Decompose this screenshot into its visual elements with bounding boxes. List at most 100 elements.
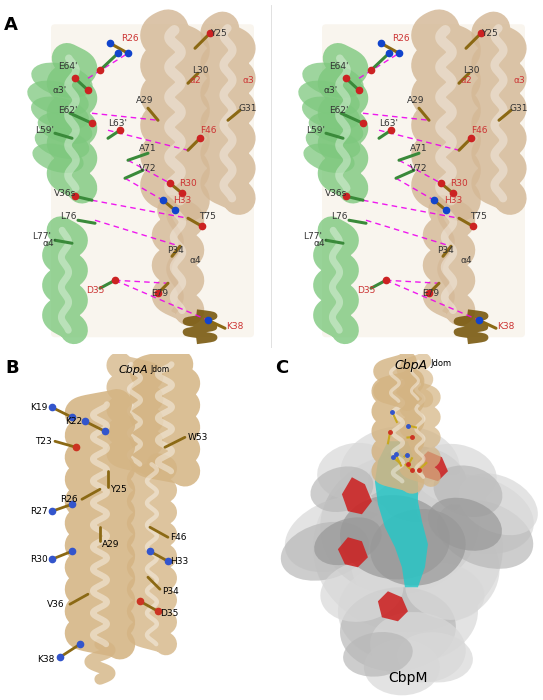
Text: CbpA: CbpA — [395, 359, 428, 372]
Text: L77': L77' — [33, 232, 52, 241]
Text: α4': α4' — [43, 239, 57, 248]
Text: L63': L63' — [380, 119, 399, 127]
Ellipse shape — [27, 80, 89, 116]
Text: A71: A71 — [139, 144, 157, 153]
Polygon shape — [418, 452, 448, 481]
Polygon shape — [378, 592, 408, 622]
Text: A29: A29 — [407, 96, 425, 105]
Text: V72: V72 — [139, 164, 157, 173]
Ellipse shape — [397, 632, 473, 682]
Ellipse shape — [340, 587, 456, 671]
Ellipse shape — [370, 509, 466, 586]
Text: Y25: Y25 — [481, 29, 497, 38]
Text: A29: A29 — [136, 96, 154, 105]
Text: α2: α2 — [460, 76, 472, 85]
Ellipse shape — [458, 473, 538, 536]
Ellipse shape — [416, 475, 534, 554]
Text: H33: H33 — [170, 556, 188, 566]
Text: R30: R30 — [179, 178, 197, 188]
Text: G31: G31 — [239, 104, 257, 113]
Text: H33: H33 — [173, 196, 191, 204]
Text: E79: E79 — [422, 289, 440, 298]
Text: A: A — [4, 16, 18, 34]
Text: Y25: Y25 — [210, 29, 226, 38]
Text: B: B — [5, 359, 18, 377]
Ellipse shape — [306, 127, 361, 159]
Ellipse shape — [428, 498, 502, 551]
Ellipse shape — [313, 462, 503, 632]
Text: K22: K22 — [65, 416, 82, 426]
Ellipse shape — [413, 444, 497, 505]
Text: W53: W53 — [188, 433, 209, 442]
Text: α3: α3 — [242, 76, 254, 85]
Ellipse shape — [33, 144, 84, 173]
Text: D35: D35 — [160, 609, 178, 617]
Text: Jdom: Jdom — [150, 365, 169, 375]
Text: L63': L63' — [109, 119, 128, 127]
FancyBboxPatch shape — [51, 25, 254, 337]
Text: K38: K38 — [226, 322, 244, 331]
Ellipse shape — [317, 443, 393, 500]
Ellipse shape — [304, 144, 355, 173]
Ellipse shape — [320, 561, 403, 622]
Text: CbpM: CbpM — [388, 671, 428, 685]
Text: K19: K19 — [30, 402, 48, 412]
Text: α3': α3' — [324, 86, 338, 94]
Text: R30: R30 — [450, 178, 468, 188]
Text: R30: R30 — [30, 554, 48, 564]
Text: K38: K38 — [37, 654, 55, 664]
Ellipse shape — [311, 466, 374, 512]
Text: T75: T75 — [200, 211, 217, 220]
Ellipse shape — [368, 446, 468, 522]
Polygon shape — [338, 538, 368, 567]
Text: α4: α4 — [189, 256, 201, 265]
Ellipse shape — [364, 639, 440, 695]
Text: L76: L76 — [331, 211, 348, 220]
Text: P34: P34 — [167, 246, 184, 255]
Ellipse shape — [309, 113, 363, 144]
Text: L30: L30 — [463, 66, 479, 75]
Text: D35: D35 — [86, 286, 104, 295]
Text: E64': E64' — [329, 62, 349, 71]
Text: R27: R27 — [30, 507, 48, 516]
Text: α3: α3 — [513, 76, 525, 85]
Text: L59': L59' — [35, 126, 54, 134]
Text: F46: F46 — [170, 533, 186, 542]
Text: V36s: V36s — [325, 189, 347, 197]
Text: A71: A71 — [410, 144, 428, 153]
Text: F46: F46 — [200, 126, 216, 134]
Text: E64': E64' — [58, 62, 78, 71]
Ellipse shape — [37, 113, 92, 144]
Ellipse shape — [406, 563, 484, 620]
Text: CbpA: CbpA — [118, 365, 148, 375]
Text: E79: E79 — [151, 289, 168, 298]
Ellipse shape — [31, 62, 93, 98]
Text: α4': α4' — [314, 239, 328, 248]
Text: K38: K38 — [497, 322, 515, 331]
Ellipse shape — [437, 500, 533, 569]
Text: L77': L77' — [304, 232, 323, 241]
Polygon shape — [342, 477, 372, 514]
Ellipse shape — [302, 97, 360, 130]
Text: D35: D35 — [357, 286, 375, 295]
Ellipse shape — [343, 632, 413, 677]
Ellipse shape — [302, 62, 364, 98]
Text: L76: L76 — [60, 211, 76, 220]
Text: A29: A29 — [102, 540, 119, 549]
Text: C: C — [275, 359, 288, 377]
Ellipse shape — [31, 97, 89, 130]
Text: L30: L30 — [192, 66, 209, 75]
Text: Y25: Y25 — [110, 485, 127, 494]
Text: α2: α2 — [189, 76, 201, 85]
Text: P34: P34 — [162, 587, 179, 596]
Text: V36s: V36s — [54, 189, 76, 197]
Ellipse shape — [370, 612, 466, 682]
Text: E62': E62' — [58, 106, 78, 115]
Text: H33: H33 — [444, 196, 462, 204]
Ellipse shape — [298, 80, 359, 116]
Text: α3': α3' — [53, 86, 67, 94]
Text: F46: F46 — [471, 126, 487, 134]
Text: L59': L59' — [306, 126, 325, 134]
Text: P34: P34 — [438, 246, 454, 255]
Ellipse shape — [338, 559, 478, 664]
